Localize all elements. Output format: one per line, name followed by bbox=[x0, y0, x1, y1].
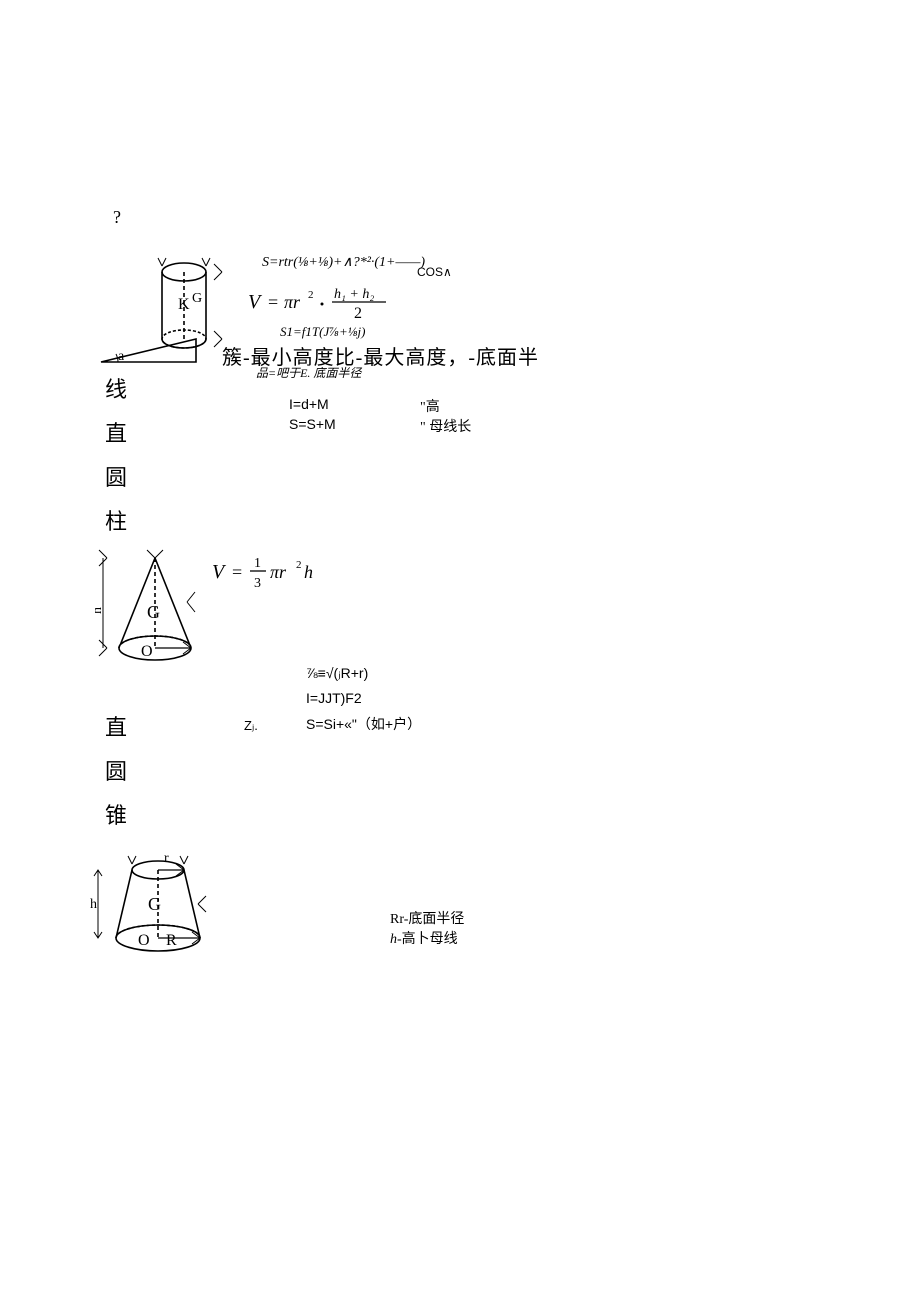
label-O-cone: O bbox=[141, 643, 153, 660]
svg-text:1: 1 bbox=[254, 556, 261, 571]
frustum-line2-rest: 高卜母线 bbox=[402, 932, 458, 947]
vlabel-cone: 直 圆 锥 bbox=[105, 706, 127, 838]
label-cosA: COS∧ bbox=[417, 265, 452, 279]
svg-text:V: V bbox=[248, 291, 263, 313]
frustum-h-italic: h- bbox=[390, 932, 402, 947]
formula-v-cone: V = 1 3 πr 2 h bbox=[210, 550, 340, 592]
label-h-frustum: h bbox=[90, 897, 97, 912]
def-I-cyl: I=d+M bbox=[289, 396, 329, 412]
svg-text:2: 2 bbox=[296, 559, 302, 571]
def-S-cyl: S=S+M bbox=[289, 416, 336, 432]
label-G: G bbox=[192, 291, 202, 306]
formula-s: S=rtr(⅛+⅛)+∧?*²·(1+——) bbox=[262, 254, 425, 271]
vlabel-cylinder: 线 直 圆 柱 bbox=[105, 368, 127, 544]
cone-diagram: G O h bbox=[95, 548, 210, 678]
svg-text:3: 3 bbox=[254, 576, 261, 591]
frustum-diagram: r G O R h bbox=[90, 848, 225, 963]
frustum-line2: h-高卜母线 bbox=[390, 928, 458, 948]
formula-v-cylinder: V = πr 2 h₁ + h₂ 2 bbox=[246, 282, 406, 322]
cone-line2: I=JJT)F2 bbox=[306, 690, 362, 706]
svg-text:2: 2 bbox=[354, 305, 362, 322]
label-a: a bbox=[118, 349, 125, 364]
cone-line3: S=Si+«"（如+户） bbox=[306, 714, 421, 734]
label-O-frustum: O bbox=[138, 932, 150, 949]
svg-text:=: = bbox=[268, 292, 278, 312]
svg-text:2: 2 bbox=[308, 289, 314, 301]
def-I-cyl-cn: "高 bbox=[420, 396, 440, 416]
def-S-cyl-cn: " 母线长 bbox=[420, 416, 471, 436]
formula-s1: S1=f1T(J⅞+⅛j) bbox=[280, 324, 365, 340]
frustum-line1: Rr-底面半径 bbox=[390, 908, 464, 928]
oblique-cylinder-diagram: K G a bbox=[96, 244, 226, 379]
svg-text:V: V bbox=[212, 561, 227, 583]
svg-text:h: h bbox=[304, 562, 313, 582]
text-small-line: 品=吧于E. 底面半径 bbox=[256, 364, 361, 381]
label-K: K bbox=[178, 296, 190, 313]
label-G-frustum: G bbox=[148, 894, 161, 914]
label-zj: Zⱼ. bbox=[244, 718, 258, 734]
label-h-cone: h bbox=[95, 607, 105, 614]
label-r-frustum: r bbox=[164, 851, 169, 866]
svg-text:h₁ + h₂: h₁ + h₂ bbox=[334, 287, 374, 302]
label-G-cone: G bbox=[147, 602, 160, 622]
cone-line1: ⅞≡√(ⱼR+r) bbox=[306, 665, 368, 682]
svg-text:=: = bbox=[232, 562, 242, 582]
question-mark: ? bbox=[113, 207, 121, 228]
label-R-frustum: R bbox=[166, 932, 177, 949]
svg-text:πr: πr bbox=[284, 292, 301, 312]
svg-text:πr: πr bbox=[270, 562, 287, 582]
